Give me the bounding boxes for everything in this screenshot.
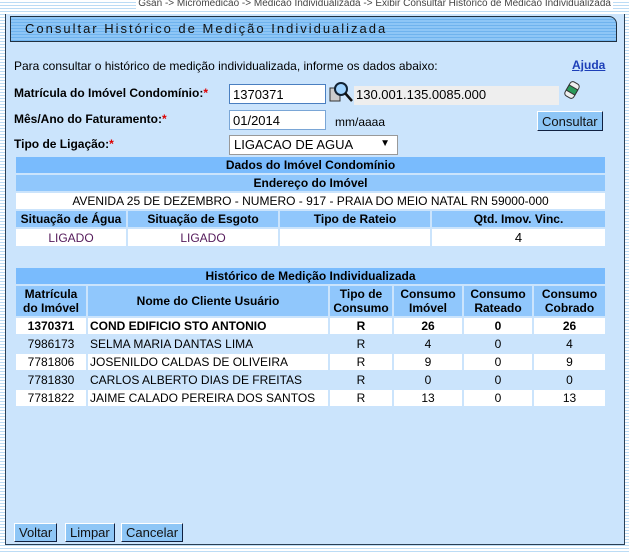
col-tipo-rateio: Tipo de Rateio [280,211,430,227]
cancelar-button[interactable]: Cancelar [121,523,184,542]
mesano-input[interactable] [229,110,326,130]
table-cell: 1370371 [16,318,86,334]
eraser-icon[interactable] [563,80,581,100]
table-cell: 9 [534,354,605,370]
historico-title: Histórico de Medição Individualizada [16,268,605,284]
tipo-selected: LIGACAO DE AGUA [234,137,354,152]
historico-col-header: Consumo Imóvel [394,286,462,316]
situacao-agua: LIGADO [16,229,126,246]
table-cell: 0 [464,336,532,352]
historico-col-header: Consumo Rateado [464,286,532,316]
situacao-esgoto: LIGADO [128,229,278,246]
table-cell: JOSENILDO CALDAS DE OLIVEIRA [88,354,328,370]
mesano-hint: mm/aaaa [335,115,386,129]
historico-col-header: Nome do Cliente Usuário [88,286,328,316]
table-cell: R [330,372,392,388]
table-cell: 26 [394,318,462,334]
col-qtd-imov: Qtd. Imov. Vinc. [432,211,605,227]
table-cell: R [330,390,392,406]
inscricao-field: 130.001.135.0085.000 [354,86,559,105]
breadcrumb: Gsan -> Micromedicao -> Medicao Individu… [136,0,613,9]
table-cell: 9 [394,354,462,370]
mesano-label: Mês/Ano do Faturamento: [14,112,163,126]
chevron-down-icon: ▼ [380,138,390,149]
search-icon[interactable] [328,80,354,104]
historico-col-header: Matrícula do Imóvel [16,286,86,316]
table-row[interactable]: 7986173 SELMA MARIA DANTAS LIMA R 4 0 4 [16,336,605,352]
consultar-button[interactable]: Consultar [537,111,603,131]
table-cell: CARLOS ALBERTO DIAS DE FREITAS [88,372,328,388]
historico-table: Histórico de Medição Individualizada Mat… [14,266,607,408]
tipo-rateio [280,229,430,246]
limpar-button[interactable]: Limpar [65,523,115,542]
required-mark: * [203,86,209,100]
historico-col-header: Consumo Cobrado [534,286,605,316]
table-cell: 0 [394,372,462,388]
table-row[interactable]: 7781830 CARLOS ALBERTO DIAS DE FREITAS R 0 0… [16,372,605,388]
table-cell: 0 [464,318,532,334]
table-cell: 0 [464,354,532,370]
imovel-table: Dados do Imóvel Condomínio Endereço do I… [14,155,607,248]
table-cell: 0 [464,372,532,388]
table-row[interactable]: 7781822 JAIME CALADO PEREIRA DOS SANTOS R 1… [16,390,605,406]
table-cell: 26 [534,318,605,334]
table-row[interactable]: 1370371 COND EDIFICIO STO ANTONIO R 26 0 26 [16,318,605,334]
instruction-text: Para consultar o histórico de medição in… [14,59,438,73]
endereco-label: Endereço do Imóvel [16,175,605,191]
imovel-title: Dados do Imóvel Condomínio [16,157,605,173]
col-situacao-esgoto: Situação de Esgoto [128,211,278,227]
required-mark: * [162,112,167,126]
table-row[interactable]: 7781806 JOSENILDO CALDAS DE OLIVEIRA R 9 0 9 [16,354,605,370]
matricula-input[interactable] [229,84,326,104]
table-cell: SELMA MARIA DANTAS LIMA [88,336,328,352]
page-title: Consultar Histórico de Medição Individua… [10,16,617,42]
table-cell: 4 [534,336,605,352]
tipo-label: Tipo de Ligação: [14,137,110,151]
required-mark: * [109,137,114,151]
table-cell: 0 [534,372,605,388]
table-cell: 7781830 [16,372,86,388]
voltar-button[interactable]: Voltar [14,523,58,542]
table-cell: 13 [534,390,605,406]
table-cell: 4 [394,336,462,352]
col-situacao-agua: Situação de Água [16,211,126,227]
table-cell: JAIME CALADO PEREIRA DOS SANTOS [88,390,328,406]
table-cell: 7781822 [16,390,86,406]
table-cell: COND EDIFICIO STO ANTONIO [88,318,328,334]
endereco-value: AVENIDA 25 DE DEZEMBRO - NUMERO - 917 - … [16,193,605,209]
table-cell: R [330,354,392,370]
tipo-select[interactable]: LIGACAO DE AGUA ▼ [229,135,398,155]
table-cell: 13 [394,390,462,406]
table-cell: 0 [464,390,532,406]
table-cell: 7781806 [16,354,86,370]
matricula-label: Matrícula do Imóvel Condomínio: [14,86,204,100]
table-cell: R [330,336,392,352]
table-cell: R [330,318,392,334]
qtd-imov: 4 [432,229,605,246]
help-link[interactable]: Ajuda [572,58,606,72]
table-cell: 7986173 [16,336,86,352]
historico-col-header: Tipo de Consumo [330,286,392,316]
